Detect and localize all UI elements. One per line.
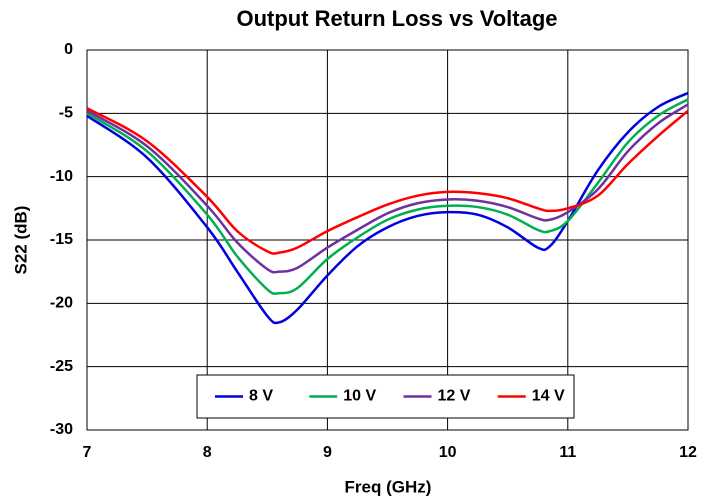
y-axis-label: S22 (dB) — [11, 206, 30, 275]
legend-label: 10 V — [343, 388, 376, 405]
legend-label: 12 V — [438, 388, 471, 405]
x-tick-label: 12 — [679, 444, 697, 461]
y-tick-label: -10 — [50, 168, 73, 185]
y-tick-label: -30 — [50, 421, 73, 438]
x-tick-label: 10 — [439, 444, 457, 461]
legend-label: 8 V — [249, 388, 273, 405]
x-tick-label: 11 — [559, 444, 576, 461]
x-tick-label: 8 — [203, 444, 212, 461]
y-tick-label: 0 — [64, 41, 73, 58]
x-axis-label: Freq (GHz) — [345, 477, 432, 496]
series-line — [86, 107, 689, 255]
chart-title: Output Return Loss vs Voltage — [236, 6, 557, 31]
series-line — [86, 103, 689, 274]
x-tick-label: 9 — [323, 444, 332, 461]
legend-label: 14 V — [532, 388, 565, 405]
y-tick-label: -15 — [50, 231, 73, 248]
y-tick-label: -25 — [50, 358, 73, 375]
y-tick-label: -5 — [59, 105, 73, 122]
plot-frame — [86, 49, 689, 431]
y-tick-label: -20 — [50, 295, 73, 312]
series-line — [86, 91, 689, 325]
x-tick-label: 7 — [83, 444, 92, 461]
